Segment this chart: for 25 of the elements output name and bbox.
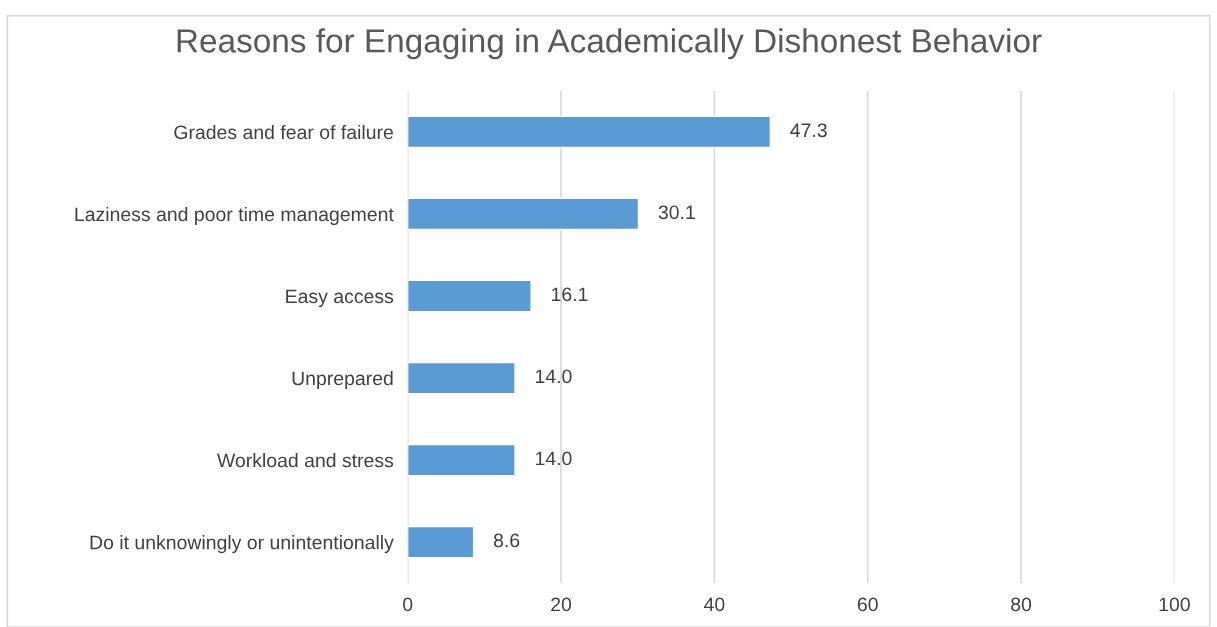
data-label: 16.1 [552,287,588,302]
x-tick-label: 80 [1011,597,1032,612]
x-tick-label: 0 [403,597,413,612]
y-tick-label: Easy access [286,289,394,308]
data-label: 8.6 [493,533,520,548]
data-label: 30.1 [658,205,695,220]
x-tick-label: 60 [857,597,878,612]
bar [407,115,772,149]
x-tick-label: 20 [551,597,572,612]
chart-title: Reasons for Engaging in Academically Dishonest Behavior [177,28,1042,60]
bar [407,279,532,313]
y-tick-label: Do it unknowingly or unintentionally [90,535,394,554]
data-label: 47.3 [790,123,827,138]
x-tick-label: 100 [1159,597,1190,612]
bar [407,443,516,477]
x-tick-label: 40 [704,597,725,612]
y-tick-label: Grades and fear of failure [174,124,393,140]
bar [407,361,516,395]
data-label: 14.0 [535,451,572,466]
bar [407,197,640,231]
data-label: 14.0 [535,369,572,384]
y-tick-label: Workload and stress [217,453,394,468]
y-tick-label: Unprepared [292,370,393,390]
y-tick-label: Laziness and poor time management [75,206,394,226]
bar [407,525,475,559]
